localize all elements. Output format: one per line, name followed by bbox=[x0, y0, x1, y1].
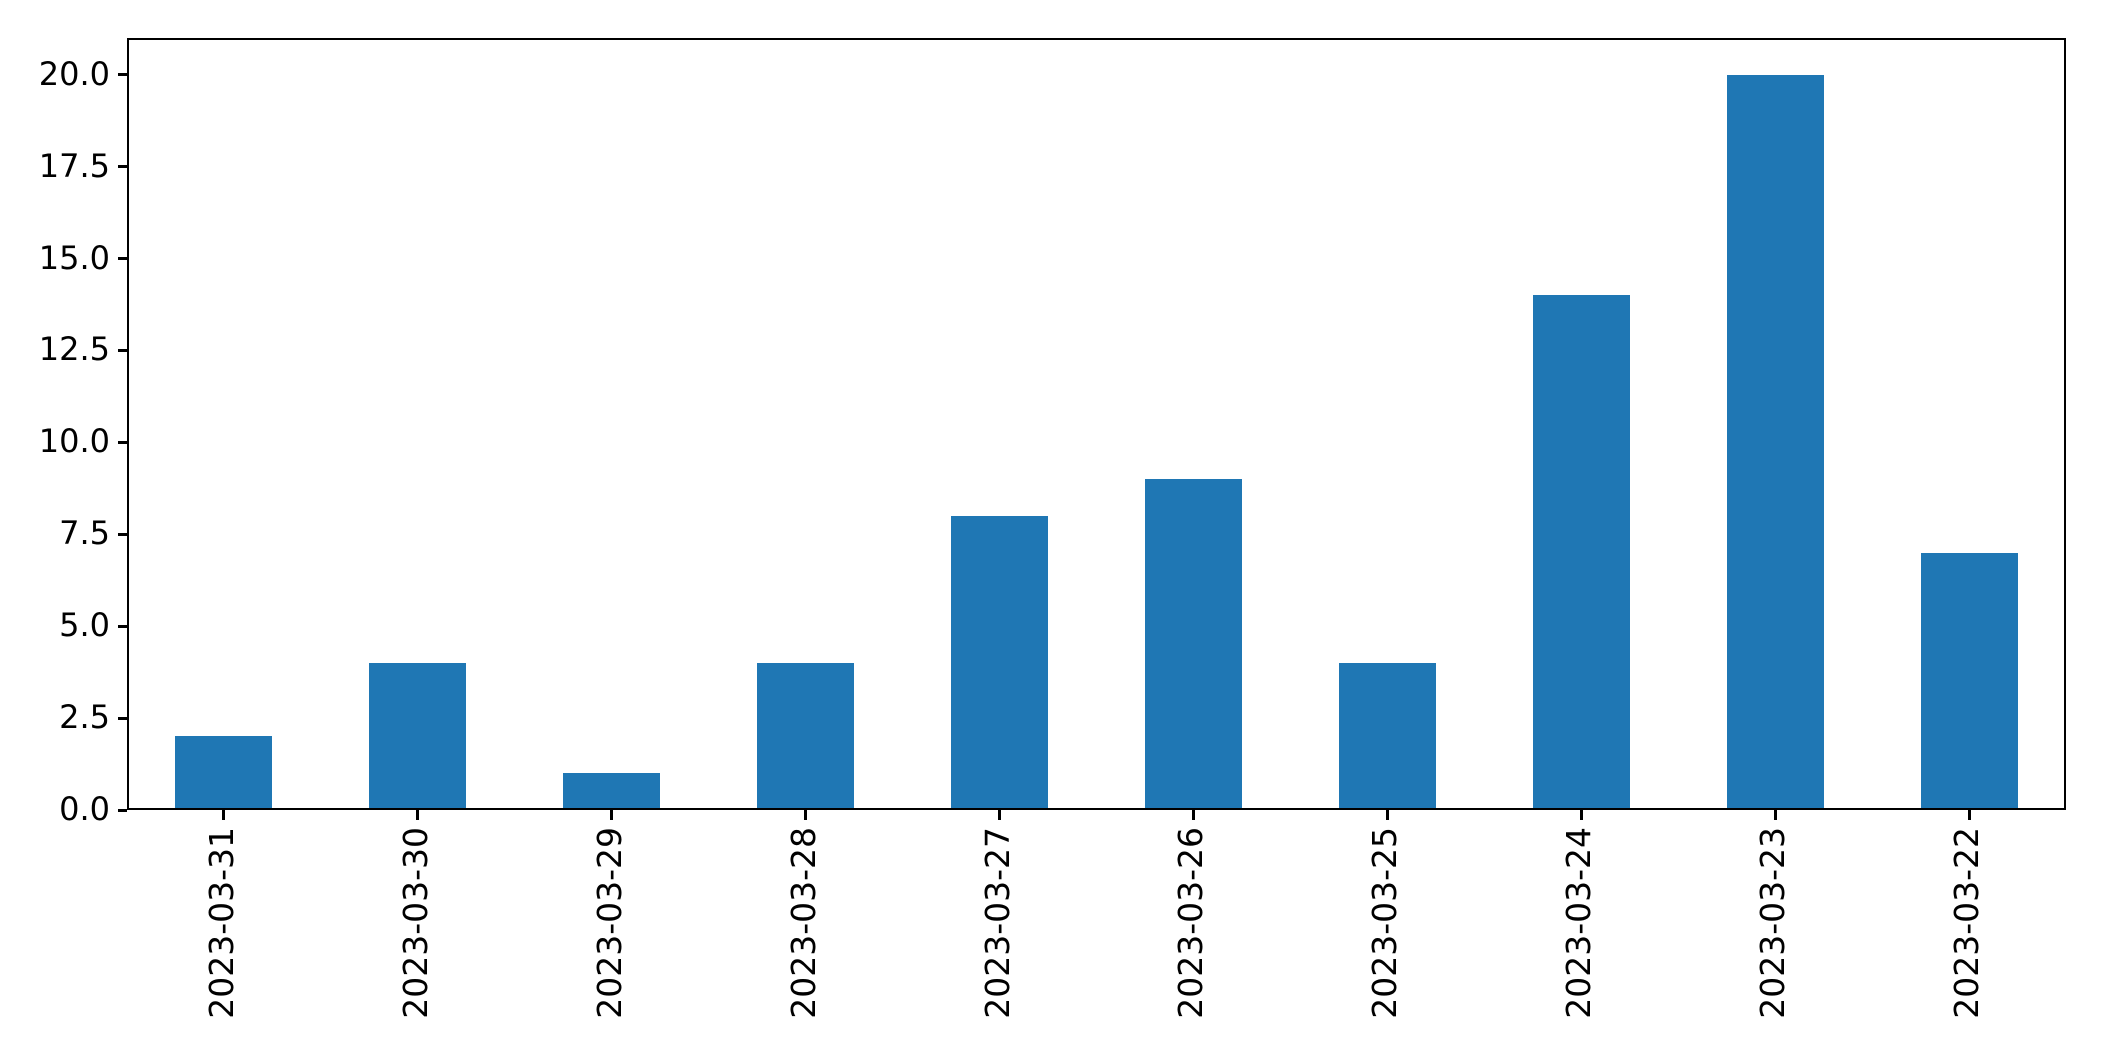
y-axis-tick bbox=[118, 624, 127, 628]
bar bbox=[757, 662, 855, 810]
y-axis-tick bbox=[118, 532, 127, 536]
bar bbox=[1920, 552, 2018, 810]
y-axis-tick-label: 7.5 bbox=[59, 514, 110, 553]
x-axis-tick bbox=[804, 810, 808, 820]
x-axis-tick bbox=[416, 810, 420, 820]
x-axis-tick bbox=[1191, 810, 1195, 820]
x-axis-tick bbox=[1579, 810, 1583, 820]
y-axis-tick-label: 10.0 bbox=[38, 422, 110, 461]
y-axis-tick bbox=[118, 73, 127, 77]
x-axis-tick bbox=[1385, 810, 1389, 820]
bar bbox=[1726, 74, 1824, 810]
bar bbox=[369, 662, 467, 810]
x-axis-tick-label: 2023-03-23 bbox=[1753, 827, 1793, 1019]
x-axis-tick bbox=[1773, 810, 1777, 820]
x-axis-tick-label: 2023-03-31 bbox=[201, 827, 241, 1019]
y-axis-tick-label: 20.0 bbox=[38, 54, 110, 93]
x-axis-tick-label: 2023-03-26 bbox=[1171, 827, 1211, 1019]
bar bbox=[563, 773, 661, 810]
x-axis-tick bbox=[222, 810, 226, 820]
x-axis-tick-label: 2023-03-27 bbox=[977, 827, 1017, 1019]
x-axis-tick-label: 2023-03-24 bbox=[1559, 827, 1599, 1019]
y-axis-tick-label: 5.0 bbox=[59, 606, 110, 645]
y-axis-tick bbox=[118, 165, 127, 169]
bar bbox=[951, 515, 1048, 810]
x-axis-tick bbox=[1967, 810, 1971, 820]
y-axis-tick bbox=[118, 808, 127, 812]
x-axis-tick bbox=[610, 810, 614, 820]
x-axis-tick bbox=[998, 810, 1002, 820]
bar bbox=[1144, 479, 1242, 810]
x-axis-tick-label: 2023-03-22 bbox=[1947, 827, 1987, 1019]
bar bbox=[1532, 295, 1630, 810]
y-axis-tick-label: 17.5 bbox=[38, 146, 110, 185]
x-axis-tick-label: 2023-03-25 bbox=[1365, 827, 1405, 1019]
x-axis-tick-label: 2023-03-30 bbox=[395, 827, 435, 1019]
plot-area bbox=[127, 38, 2066, 810]
bar bbox=[175, 736, 273, 810]
y-axis-tick-label: 0.0 bbox=[59, 790, 110, 828]
y-axis-tick-label: 12.5 bbox=[38, 330, 110, 369]
y-axis-tick-label: 2.5 bbox=[59, 698, 110, 737]
bar bbox=[1338, 662, 1436, 810]
x-axis-tick-label: 2023-03-28 bbox=[783, 827, 823, 1019]
x-axis-tick-label: 2023-03-29 bbox=[589, 827, 629, 1019]
y-axis-tick-label: 15.0 bbox=[38, 238, 110, 277]
y-axis-tick bbox=[118, 348, 127, 352]
y-axis-tick bbox=[118, 716, 127, 720]
y-axis-tick bbox=[118, 257, 127, 261]
y-axis-tick bbox=[118, 440, 127, 444]
